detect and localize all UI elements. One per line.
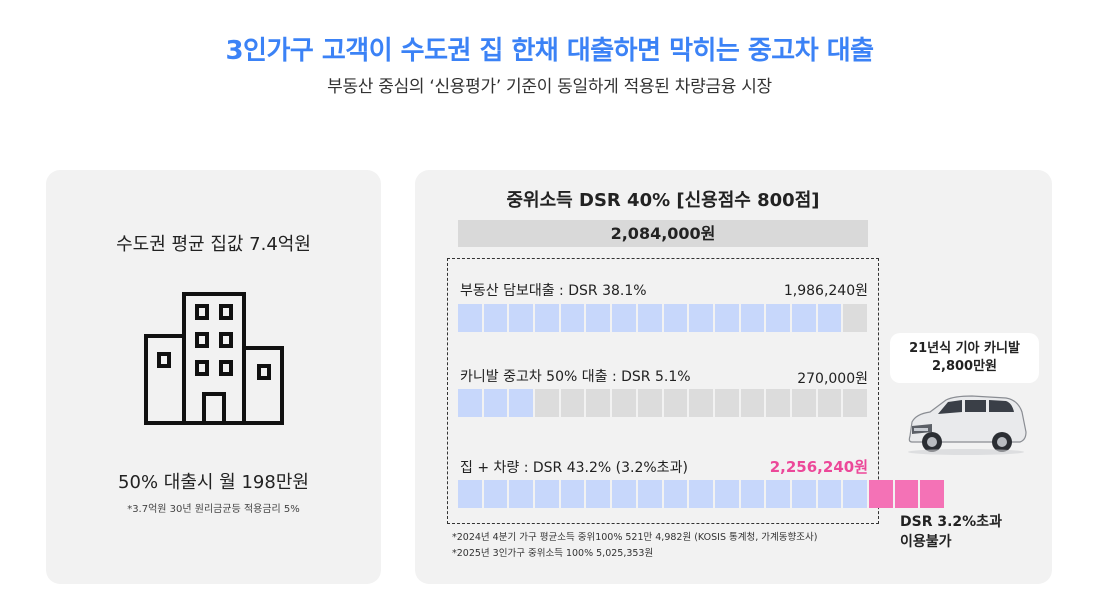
dsr-segment: [843, 389, 867, 417]
monthly-payment-label: 50% 대출시 월 198만원: [118, 472, 309, 493]
dsr-segment: [637, 389, 662, 417]
car-loan-label: 카니발 중고차 50% 대출 : DSR 5.1%: [460, 369, 691, 385]
dsr-segment: [817, 480, 842, 508]
dsr-segment: [458, 480, 482, 508]
dsr-title: 중위소득 DSR 40% [신용점수 800점]: [506, 190, 820, 211]
dsr-segment: [586, 389, 611, 417]
loan-breakdown-box: [447, 258, 879, 524]
car-model-label: 21년식 기아 카니발: [909, 341, 1020, 356]
dsr-segment: [560, 389, 585, 417]
dsr-segment: [458, 304, 482, 332]
dsr-excess-segment: [869, 480, 893, 508]
dsr-segment: [740, 304, 765, 332]
footnote-1: *2024년 4분기 가구 평균소득 중위100% 521만 4,982원 (K…: [452, 532, 818, 543]
dsr-segment: [689, 389, 713, 417]
dsr-segment: [560, 304, 585, 332]
car-loan-amount: 270,000원: [797, 371, 868, 387]
combined-loan-label: 집 + 차량 : DSR 43.2% (3.2%초과): [460, 460, 688, 476]
car-loan-dsr-bar: [458, 389, 867, 417]
dsr-exceed-note: DSR 3.2%초과 이용불가: [900, 512, 1002, 552]
monthly-payment-note: *3.7억원 30년 원리금균등 적용금리 5%: [127, 504, 300, 515]
exceed-line-2: 이용불가: [900, 534, 952, 550]
dsr-segment: [535, 304, 559, 332]
dsr-segment: [689, 304, 713, 332]
dsr-segment: [586, 304, 611, 332]
dsr-segment: [714, 304, 739, 332]
footnote-2: *2025년 3인가구 중위소득 100% 5,025,353원: [452, 548, 654, 559]
dsr-segment: [817, 304, 842, 332]
dsr-segment: [663, 389, 688, 417]
dsr-segment: [509, 304, 534, 332]
dsr-segment: [612, 480, 636, 508]
dsr-segment: [689, 480, 713, 508]
dsr-segment: [586, 480, 611, 508]
housing-panel: 수도권 평균 집값 7.4억원 50% 대출시 월 198만원 *3.7억원 3…: [46, 170, 381, 584]
dsr-segment: [637, 304, 662, 332]
dsr-segment: [817, 389, 842, 417]
dsr-segment: [637, 480, 662, 508]
dsr-segment: [740, 480, 765, 508]
dsr-segment: [560, 480, 585, 508]
dsr-segment: [843, 304, 867, 332]
dsr-segment: [714, 389, 739, 417]
dsr-segment: [509, 389, 534, 417]
dsr-segment: [791, 304, 816, 332]
dsr-segment: [509, 480, 534, 508]
dsr-excess-segment: [920, 480, 945, 508]
dsr-segment: [535, 480, 559, 508]
dsr-segment: [483, 389, 508, 417]
dsr-segment: [791, 389, 816, 417]
mortgage-loan-label: 부동산 담보대출 : DSR 38.1%: [460, 283, 647, 299]
dsr-segment: [483, 480, 508, 508]
dsr-segment: [714, 480, 739, 508]
dsr-segment: [766, 389, 790, 417]
combined-dsr-bar: [458, 480, 945, 508]
dsr-segment: [663, 304, 688, 332]
page-title: 3인가구 고객이 수도권 집 한채 대출하면 막히는 중고차 대출: [225, 36, 874, 66]
dsr-segment: [612, 304, 636, 332]
dsr-segment: [663, 480, 688, 508]
dsr-segment: [483, 304, 508, 332]
car-price-label: 2,800만원: [931, 359, 998, 374]
dsr-segment: [766, 480, 790, 508]
dsr-segment: [458, 389, 482, 417]
house-price-label: 수도권 평균 집값 7.4억원: [116, 234, 311, 255]
footnotes: *2024년 4분기 가구 평균소득 중위100% 521만 4,982원 (K…: [452, 530, 817, 562]
dsr-segment: [843, 480, 867, 508]
minivan-icon: [908, 395, 1027, 455]
page-subtitle: 부동산 중심의 ‘신용평가’ 기준이 동일하게 적용된 차량금융 시장: [327, 77, 772, 97]
mortgage-loan-amount: 1,986,240원: [783, 283, 868, 299]
building-icon: [144, 292, 284, 425]
dsr-excess-segment: [894, 480, 919, 508]
combined-loan-amount: 2,256,240원: [769, 458, 868, 476]
dsr-segment: [766, 304, 790, 332]
dsr-segment: [612, 389, 636, 417]
dsr-segment: [535, 389, 559, 417]
car-price-bubble: 21년식 기아 카니발 2,800만원: [890, 333, 1039, 383]
mortgage-dsr-bar: [458, 304, 867, 332]
dsr-segment: [740, 389, 765, 417]
exceed-line-1: DSR 3.2%초과: [900, 514, 1002, 530]
median-income-bar: 2,084,000원: [458, 220, 868, 247]
dsr-segment: [791, 480, 816, 508]
